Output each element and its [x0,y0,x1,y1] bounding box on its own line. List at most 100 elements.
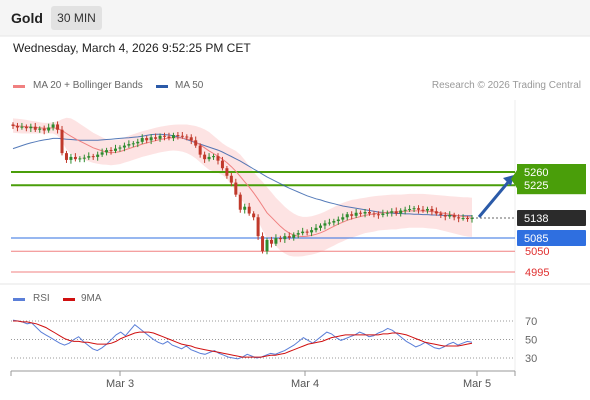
forecast-arrow-head [503,175,514,186]
candle-body [448,215,452,217]
candle-body [247,206,251,214]
candle-body [203,154,207,160]
candle-body [118,147,122,149]
candle-body [327,222,331,224]
candle-body [287,236,291,238]
candle-body [399,210,403,214]
candle-body [78,158,82,160]
candle-body [225,168,229,176]
level-tag-5260: 5260 [524,167,548,179]
candle-body [145,138,149,141]
candle-body [171,135,175,139]
candle-body [234,182,238,195]
x-tick-label: Mar 3 [106,378,134,390]
legend-rsi-swatch [13,298,25,301]
candle-body [180,135,184,137]
candle-body [403,209,407,211]
candle-body [256,217,260,237]
candle-body [292,234,296,238]
datetime-label: Wednesday, March 4, 2026 9:52:25 PM CET [13,41,251,55]
candle-body [220,160,224,169]
candle-body [310,230,314,233]
legend-9ma-label: 9MA [81,293,102,304]
candle-body [368,212,372,214]
rsi-tick-50: 50 [525,335,537,347]
candle-body [412,208,416,210]
candle-body [466,218,470,220]
candle-body [42,128,46,131]
x-tick-label: Mar 5 [463,378,491,390]
candle-body [163,135,167,137]
candle-body [452,215,456,218]
candle-body [390,211,394,213]
candle-body [354,212,358,216]
legend-ma20-label: MA 20 + Bollinger Bands [33,80,143,91]
candle-body [385,212,389,214]
instrument-title: Gold [11,10,43,26]
legend-ma50-label: MA 50 [175,80,204,91]
candle-body [105,150,109,153]
candle-body [359,212,363,214]
legend-ma20-swatch [13,85,25,88]
level-tag-4995: 4995 [525,267,549,279]
resistance-tag-pointer [511,170,517,189]
candle-body [421,209,425,211]
rsi-tick-70: 70 [525,316,537,328]
candle-body [189,137,193,141]
candle-body [363,212,367,214]
candle-body [470,218,474,220]
legend-9ma-swatch [63,298,75,301]
candle-body [323,223,327,226]
candle-body [408,208,412,210]
candle-body [100,152,104,155]
candle-body [274,238,278,244]
candle-body [269,239,273,244]
candle-body [73,156,77,160]
candle-body [87,156,91,158]
resistance-tag-box [517,164,586,195]
candle-body [29,126,33,129]
candle-body [296,233,300,235]
candle-body [439,213,443,216]
candle-body [265,239,269,252]
candle-body [47,127,51,131]
candle-body [381,213,385,216]
candle-body [109,150,113,152]
candle-body [140,138,144,142]
candle-body [318,225,322,228]
candle-body [56,124,60,130]
level-tag-5085-box [517,230,586,247]
candle-body [69,156,73,160]
candle-body [430,208,434,212]
candle-body [261,236,265,252]
legend-ma50-swatch [156,85,168,88]
candle-body [457,217,461,219]
candle-body [20,126,24,128]
candle-body [283,236,287,240]
candle-body [243,206,247,210]
candle-body [113,148,117,151]
candle-body [122,145,126,148]
candle-body [176,135,180,137]
candle-body [60,129,64,154]
candle-body [336,219,340,222]
candle-body [341,217,345,220]
timeframe-button[interactable]: 30 MIN [51,6,102,30]
credit-label: Research © 2026 Trading Central [431,80,581,91]
candle-body [394,211,398,214]
candle-body [461,218,465,220]
rsi-series-9MA [13,320,473,358]
level-tag-5050: 5050 [525,246,549,258]
candle-body [167,136,171,139]
candle-body [82,157,86,159]
candle-body [278,238,282,240]
candle-body [158,135,162,139]
candle-body [33,126,37,130]
candle-body [24,126,28,129]
candle-body [434,211,438,214]
candle-body [15,125,19,128]
level-tag-5085: 5085 [524,233,548,245]
candle-body [11,124,15,126]
candle-body [238,194,242,210]
rsi-tick-30: 30 [525,353,537,365]
